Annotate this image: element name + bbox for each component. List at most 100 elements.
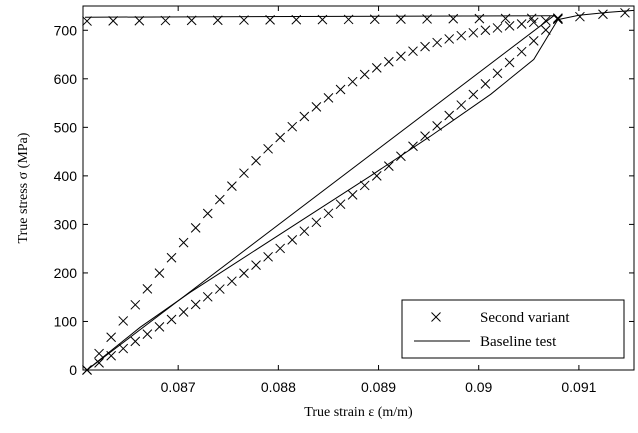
legend-label-second-variant: Second variant	[480, 310, 570, 326]
y-tick-label: 500	[54, 119, 78, 135]
second-variant-marker	[299, 111, 310, 122]
baseline-line-segment	[557, 9, 635, 21]
y-tick-label: 300	[54, 216, 78, 232]
legend: Second variant Baseline test	[401, 299, 625, 359]
second-variant-marker	[317, 14, 328, 25]
second-variant-marker	[420, 131, 430, 141]
second-variant-marker	[396, 14, 406, 24]
second-variant-marker	[335, 84, 346, 95]
second-variant-marker	[371, 170, 382, 181]
legend-x-marker	[431, 312, 441, 322]
second-variant-marker	[553, 13, 563, 23]
second-variant-marker	[504, 57, 515, 68]
second-variant-marker	[263, 143, 273, 154]
second-variant-marker	[396, 51, 406, 62]
second-variant-marker	[287, 235, 298, 245]
second-variant-marker	[130, 299, 141, 310]
second-variant-marker	[142, 284, 153, 294]
second-variant-marker	[347, 76, 358, 87]
second-variant-marker	[323, 93, 334, 103]
second-variant-marker	[528, 35, 539, 46]
second-variant-marker	[299, 226, 310, 237]
legend-label-baseline-test: Baseline test	[480, 334, 557, 350]
second-variant-marker	[396, 151, 406, 162]
legend-marker-x	[431, 312, 441, 322]
second-variant-marker	[456, 30, 467, 41]
second-variant-marker	[408, 141, 418, 152]
second-variant-marker	[492, 23, 503, 33]
second-variant-marker	[202, 208, 213, 219]
second-variant-marker	[448, 13, 459, 24]
second-variant-marker	[371, 62, 382, 73]
second-variant-marker	[516, 19, 527, 29]
second-variant-marker	[468, 27, 479, 38]
y-tick-label: 200	[54, 265, 78, 281]
second-variant-marker	[492, 68, 503, 79]
second-variant-marker	[214, 284, 225, 294]
second-variant-marker	[369, 14, 380, 25]
second-variant-marker	[359, 69, 370, 80]
y-tick-label: 0	[69, 362, 77, 378]
second-variant-marker	[432, 121, 442, 131]
second-variant-marker	[94, 358, 104, 368]
second-variant-marker	[190, 299, 201, 310]
second-variant-marker	[311, 217, 322, 228]
second-variant-marker	[142, 329, 153, 339]
second-variant-marker	[420, 41, 430, 52]
second-variant-marker	[575, 11, 585, 22]
second-variant-marker	[444, 110, 455, 121]
second-variant-marker	[540, 25, 551, 35]
second-variant-marker	[408, 46, 418, 57]
second-variant-marker	[154, 268, 165, 279]
baseline-line-segment	[86, 15, 555, 371]
x-tick-label: 0.087	[161, 379, 196, 395]
second-variant-marker	[540, 15, 551, 26]
second-variant-marker	[265, 15, 275, 25]
second-variant-marker	[178, 307, 189, 317]
second-variant-marker	[347, 190, 358, 200]
second-variant-marker	[130, 336, 141, 347]
second-variant-marker	[239, 268, 249, 279]
second-variant-marker	[212, 15, 223, 26]
second-variant-marker	[239, 168, 249, 179]
x-tick-label: 0.091	[561, 379, 596, 395]
second-variant-marker	[106, 332, 117, 343]
second-variant-marker	[202, 291, 213, 302]
y-axis-ticks: 0 100 200 300 400 500 600 700	[54, 22, 634, 378]
second-variant-marker	[134, 15, 145, 26]
second-variant-marker	[311, 102, 322, 112]
second-variant-marker	[620, 7, 630, 18]
second-variant-marker	[291, 14, 302, 25]
second-variant-marker	[343, 14, 354, 25]
y-tick-label: 600	[54, 71, 78, 87]
second-variant-marker	[160, 15, 171, 26]
second-variant-marker	[166, 314, 177, 325]
second-variant-marker	[287, 121, 298, 132]
second-variant-marker	[186, 15, 197, 26]
plot-frame	[82, 5, 635, 371]
second-variant-marker	[456, 100, 467, 110]
second-variant-marker	[432, 37, 442, 48]
second-variant-marker	[108, 16, 119, 26]
y-tick-label: 100	[54, 313, 78, 329]
second-variant-marker	[118, 343, 129, 354]
second-variant-marker	[504, 21, 515, 31]
second-variant-marker	[474, 13, 485, 24]
second-variant-marker	[251, 260, 261, 270]
y-tick-label: 700	[54, 22, 78, 38]
second-variant-marker	[383, 56, 394, 67]
second-variant-marker	[528, 17, 539, 28]
second-variant-marker	[553, 14, 563, 24]
second-variant-marker	[154, 321, 165, 332]
second-variant-marker	[275, 243, 286, 254]
second-variant-marker	[82, 16, 92, 26]
second-variant-marker	[444, 34, 455, 44]
y-tick-label: 400	[54, 168, 78, 184]
second-variant-marker	[468, 89, 479, 100]
second-variant-marker	[227, 276, 237, 287]
second-variant-marker	[263, 251, 273, 262]
second-variant-marker	[239, 15, 249, 25]
x-tick-label: 0.089	[361, 379, 396, 395]
